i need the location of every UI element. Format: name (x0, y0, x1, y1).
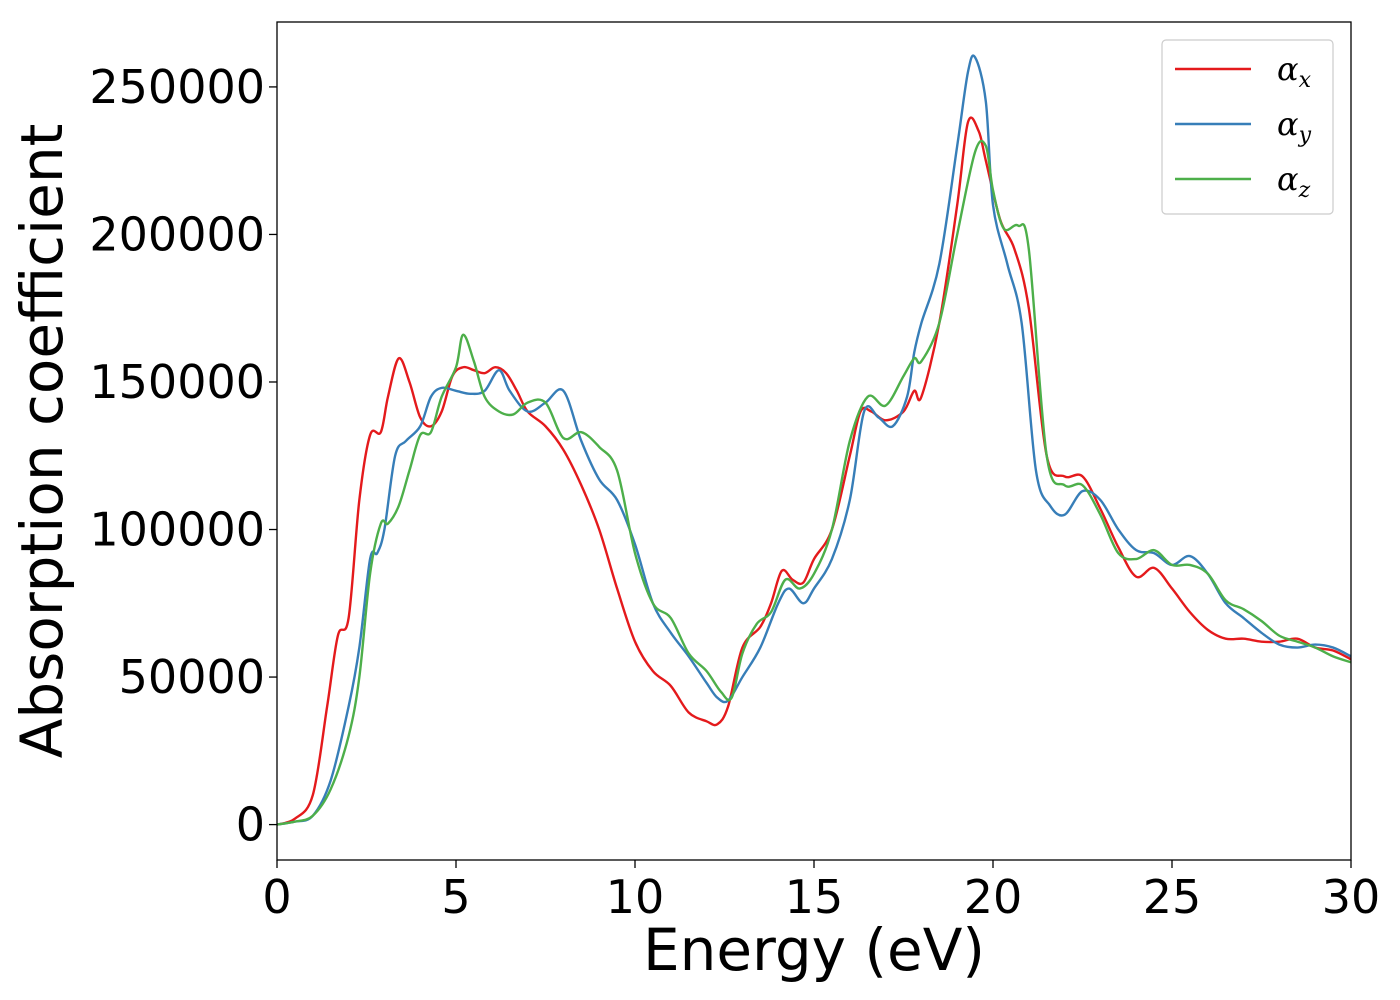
legend-box (1161, 39, 1334, 215)
legend-subscript: x (1299, 68, 1312, 93)
x-tick-label: 25 (1143, 870, 1202, 924)
legend-label-x: αx (1277, 50, 1312, 93)
x-tick-label: 20 (964, 870, 1023, 924)
x-tick-label: 10 (606, 870, 665, 924)
x-tick-label: 0 (262, 870, 291, 924)
y-tick-label: 200000 (89, 207, 265, 261)
x-tick-label: 15 (785, 870, 844, 924)
y-tick-label: 250000 (89, 60, 265, 114)
x-tick-label: 30 (1322, 870, 1381, 924)
x-axis: 0 5 10 15 20 25 30 (262, 860, 1380, 924)
y-tick-label: 0 (236, 798, 265, 852)
legend-symbol: α (1277, 105, 1299, 143)
legend-label-z: αz (1277, 160, 1311, 203)
series-layer (277, 54, 1351, 826)
series-line-z (277, 139, 1351, 826)
x-axis-title: Energy (eV) (643, 916, 985, 984)
legend-symbol: α (1277, 50, 1299, 88)
legend-subscript: y (1298, 123, 1312, 148)
legend-symbol: α (1277, 160, 1299, 198)
y-axis: 0 50000 100000 150000 200000 250000 (89, 60, 277, 852)
legend-subscript: z (1298, 178, 1311, 203)
series-line-y (277, 54, 1351, 826)
y-axis-title: Absorption coefficient (8, 124, 76, 759)
y-tick-label: 100000 (89, 503, 265, 557)
series-line-x (277, 116, 1351, 826)
y-tick-label: 150000 (89, 355, 265, 409)
x-tick-label: 5 (441, 870, 470, 924)
y-tick-label: 50000 (119, 650, 265, 704)
legend-label-y: αy (1277, 105, 1312, 148)
